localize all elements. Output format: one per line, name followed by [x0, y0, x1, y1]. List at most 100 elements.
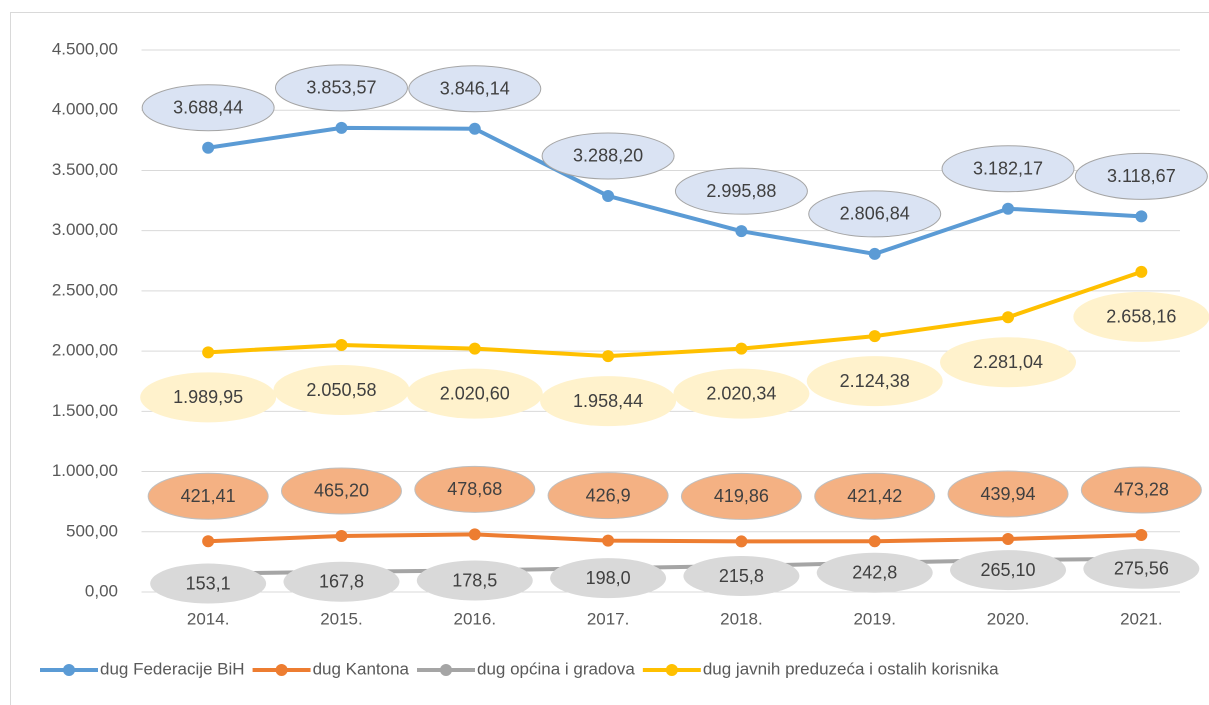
data-label: 421,41	[181, 486, 236, 506]
y-tick-label: 2.000,00	[52, 341, 118, 360]
series-line	[208, 532, 1142, 544]
data-label: 275,56	[1114, 559, 1169, 579]
label-bubble	[674, 167, 808, 215]
data-label: 3.182,17	[973, 158, 1043, 178]
label-bubble	[806, 356, 943, 407]
marker	[1135, 265, 1148, 278]
data-label: 1.958,44	[573, 391, 643, 411]
label-bubble	[280, 467, 402, 515]
data-label: 2.658,16	[1106, 307, 1176, 327]
legend-marker	[440, 664, 452, 676]
label-bubble	[147, 472, 269, 520]
y-tick-label: 4.000,00	[52, 100, 118, 119]
data-label: 478,68	[447, 479, 502, 499]
marker	[1135, 528, 1148, 541]
label-bubble	[541, 132, 675, 180]
data-label: 242,8	[852, 563, 897, 583]
data-label: 2.124,38	[840, 371, 910, 391]
label-bubble	[673, 368, 810, 419]
data-label: 153,1	[186, 573, 231, 593]
data-label: 2.050,58	[306, 380, 376, 400]
data-label: 1.989,95	[173, 387, 243, 407]
label-bubble	[680, 472, 802, 520]
x-tick-label: 2016.	[454, 609, 497, 628]
data-label: 3.853,57	[306, 78, 376, 98]
label-bubble	[273, 365, 410, 416]
data-label: 426,9	[586, 485, 631, 505]
marker	[1135, 210, 1148, 223]
legend-marker	[665, 664, 678, 676]
legend-label: dug javnih preduzeća i ostalih korisnika	[703, 659, 999, 678]
y-tick-label: 2.500,00	[52, 280, 118, 299]
label-bubble	[941, 145, 1075, 193]
marker	[735, 225, 748, 238]
data-label: 2.995,88	[706, 181, 776, 201]
label-bubble	[550, 558, 667, 599]
data-label: 3.288,20	[573, 146, 643, 166]
label-bubble	[540, 376, 677, 427]
legend-label: dug Kantona	[313, 659, 410, 678]
data-label: 473,28	[1114, 480, 1169, 500]
x-tick-label: 2020.	[987, 609, 1030, 628]
label-bubble	[416, 560, 533, 601]
data-label: 2.281,04	[973, 352, 1043, 372]
x-tick-label: 2019.	[853, 609, 896, 628]
x-tick-label: 2018.	[720, 609, 763, 628]
data-label: 178,5	[452, 570, 497, 590]
x-tick-label: 2021.	[1120, 609, 1163, 628]
x-tick-label: 2015.	[320, 609, 363, 628]
label-bubble	[947, 470, 1069, 518]
y-tick-label: 1.000,00	[52, 461, 118, 480]
marker	[335, 121, 348, 134]
x-tick-label: 2017.	[587, 609, 630, 628]
data-label: 215,8	[719, 566, 764, 586]
data-label: 2.020,60	[440, 383, 510, 403]
data-label: 2.806,84	[840, 204, 910, 224]
label-bubble	[1073, 291, 1209, 342]
marker	[735, 535, 748, 548]
label-bubble	[408, 65, 542, 113]
label-bubble	[816, 552, 933, 593]
data-label: 419,86	[714, 486, 769, 506]
legend-label: dug Federacije BiH	[100, 659, 245, 678]
marker	[602, 189, 615, 202]
marker	[1002, 202, 1015, 215]
data-label: 3.846,14	[440, 79, 510, 99]
legend-label: dug općina i gradova	[477, 659, 635, 678]
marker	[468, 122, 481, 135]
data-label: 439,94	[981, 484, 1036, 504]
marker	[868, 330, 881, 343]
label-bubble	[1080, 466, 1202, 514]
x-tick-label: 2014.	[187, 609, 230, 628]
legend-marker	[275, 664, 288, 676]
series-line	[208, 269, 1142, 359]
data-label: 421,42	[847, 486, 902, 506]
label-bubble	[274, 64, 408, 112]
chart-border	[10, 12, 1209, 705]
label-bubble	[1083, 548, 1200, 589]
marker	[468, 342, 481, 355]
y-tick-label: 4.500,00	[52, 39, 118, 58]
data-label: 167,8	[319, 572, 364, 592]
label-bubble	[547, 472, 669, 520]
marker	[335, 339, 348, 352]
marker	[335, 529, 348, 542]
legend-marker	[63, 664, 75, 676]
label-bubble	[150, 563, 267, 604]
series-line	[207, 125, 1142, 256]
label-bubble	[414, 465, 536, 513]
label-bubble	[950, 550, 1067, 591]
marker	[868, 247, 881, 260]
marker	[202, 141, 215, 154]
label-bubble	[808, 190, 942, 238]
y-tick-label: 0,00	[85, 581, 118, 600]
label-bubble	[140, 372, 277, 423]
data-label: 2.020,34	[706, 383, 776, 403]
label-bubble	[406, 368, 543, 419]
y-tick-label: 3.500,00	[52, 160, 118, 179]
label-bubble	[814, 472, 936, 520]
data-label: 3.118,67	[1107, 166, 1176, 186]
marker	[202, 535, 215, 548]
label-bubble	[1074, 152, 1208, 200]
